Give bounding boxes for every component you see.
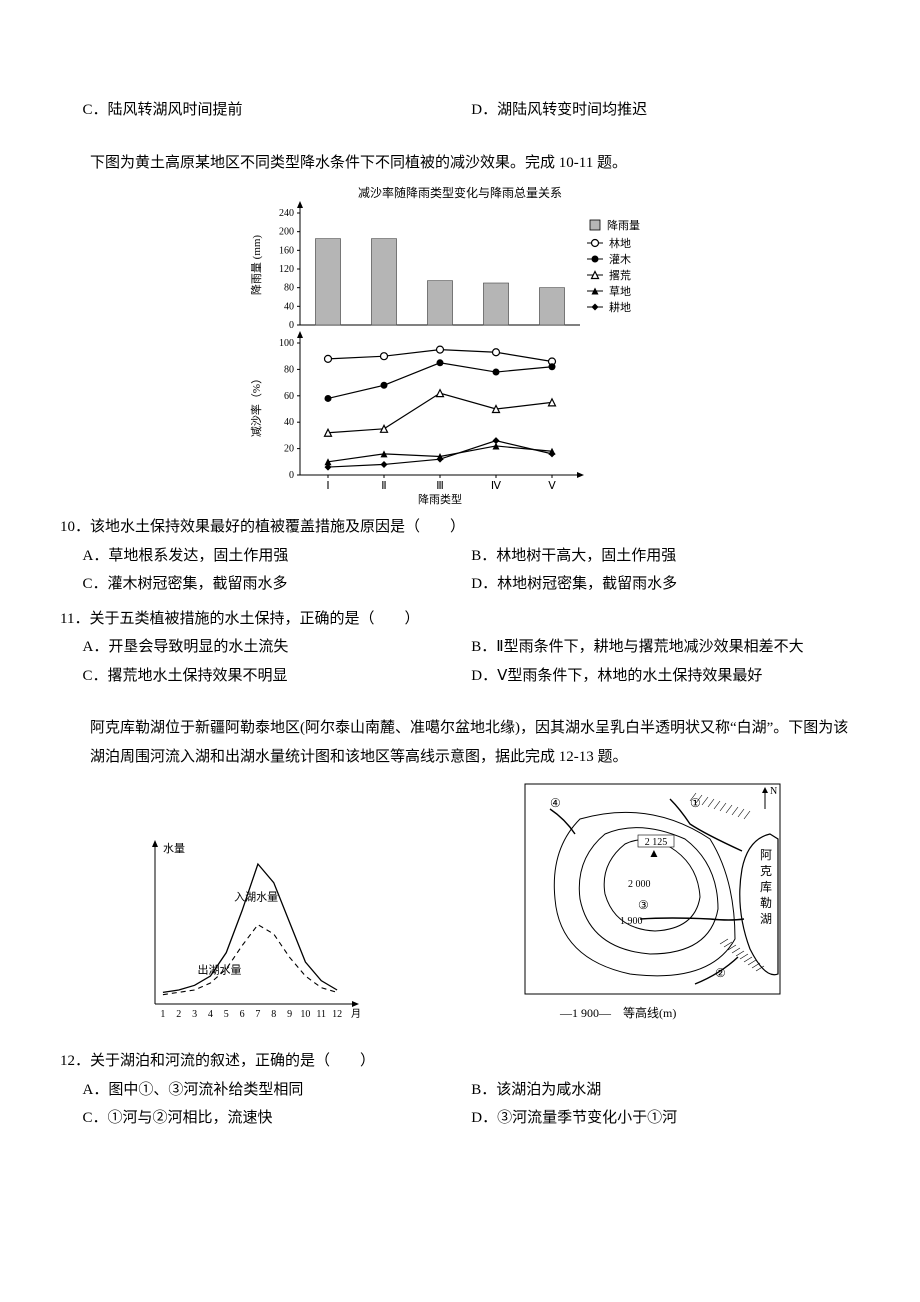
hydrograph-svg: 水量123456789101112月入湖水量出湖水量 — [120, 829, 370, 1039]
svg-text:Ⅱ: Ⅱ — [381, 480, 386, 492]
svg-text:耕地: 耕地 — [609, 300, 631, 314]
svg-text:1: 1 — [160, 1009, 165, 1020]
svg-text:7: 7 — [255, 1009, 260, 1020]
svg-text:200: 200 — [279, 227, 294, 238]
opt-c: C．陆风转湖风时间提前 — [83, 96, 472, 125]
svg-text:湖: 湖 — [760, 911, 772, 926]
svg-text:2: 2 — [176, 1009, 181, 1020]
svg-text:降雨量 (mm): 降雨量 (mm) — [249, 235, 263, 296]
svg-text:▲: ▲ — [648, 846, 660, 860]
svg-text:Ⅴ: Ⅴ — [548, 480, 556, 492]
q11-b: B．Ⅱ型雨条件下，耕地与撂荒地减沙效果相差不大 — [471, 633, 860, 662]
svg-text:③: ③ — [638, 898, 649, 912]
svg-text:Ⅳ: Ⅳ — [491, 480, 502, 492]
topo-map-svg: N 阿克库勒湖 ▲2 125 2 000 1 900 ① ② ③ ④ —1 900— 等高线(m) — [520, 779, 800, 1039]
svg-text:林地: 林地 — [609, 236, 631, 250]
svg-text:—1 900— 等高线(m): —1 900— 等高线(m) — [559, 1005, 676, 1020]
svg-text:减沙率随降雨类型变化与降雨总量关系: 减沙率随降雨类型变化与降雨总量关系 — [358, 185, 562, 200]
svg-text:降雨类型: 降雨类型 — [418, 492, 462, 505]
opt-d: D．湖陆风转变时间均推迟 — [471, 96, 860, 125]
q12-stem: 12．关于湖泊和河流的叙述，正确的是（ ） — [60, 1047, 860, 1076]
svg-text:12: 12 — [332, 1009, 342, 1020]
q10-c: C．灌木树冠密集，截留雨水多 — [83, 570, 472, 599]
svg-text:②: ② — [715, 966, 726, 980]
svg-text:2 125: 2 125 — [645, 837, 668, 848]
q11-c: C．撂荒地水土保持效果不明显 — [83, 662, 472, 691]
svg-text:240: 240 — [279, 208, 294, 219]
svg-text:100: 100 — [279, 338, 294, 349]
svg-text:3: 3 — [192, 1009, 197, 1020]
svg-text:160: 160 — [279, 245, 294, 256]
svg-text:80: 80 — [284, 283, 294, 294]
svg-text:40: 40 — [284, 417, 294, 428]
svg-text:入湖水量: 入湖水量 — [234, 891, 278, 904]
prev-q-options: C．陆风转湖风时间提前 D．湖陆风转变时间均推迟 — [60, 96, 860, 125]
q12-a: A．图中①、③河流补给类型相同 — [83, 1076, 472, 1105]
svg-text:60: 60 — [284, 391, 294, 402]
passage1-intro: 下图为黄土高原某地区不同类型降水条件下不同植被的减沙效果。完成 10-11 题。 — [60, 149, 860, 178]
svg-text:草地: 草地 — [609, 285, 631, 298]
svg-text:阿: 阿 — [760, 848, 772, 862]
q10-options: A．草地根系发达，固土作用强 B．林地树干高大，固土作用强 C．灌木树冠密集，截… — [60, 542, 860, 599]
svg-text:①: ① — [690, 796, 701, 810]
svg-text:0: 0 — [289, 470, 294, 481]
svg-text:灌木: 灌木 — [609, 253, 631, 266]
svg-text:月: 月 — [351, 1008, 361, 1020]
svg-text:80: 80 — [284, 364, 294, 375]
svg-text:出湖水量: 出湖水量 — [198, 963, 242, 977]
q12-d: D．③河流量季节变化小于①河 — [471, 1104, 860, 1133]
q12-c: C．①河与②河相比，流速快 — [83, 1104, 472, 1133]
svg-text:8: 8 — [271, 1009, 276, 1020]
q10-d: D．林地树冠密集，截留雨水多 — [471, 570, 860, 599]
svg-text:0: 0 — [289, 320, 294, 331]
q11-options: A．开垦会导致明显的水土流失 B．Ⅱ型雨条件下，耕地与撂荒地减沙效果相差不大 C… — [60, 633, 860, 690]
svg-text:120: 120 — [279, 264, 294, 275]
svg-text:水量: 水量 — [163, 842, 185, 855]
svg-text:降雨量: 降雨量 — [607, 218, 640, 232]
svg-text:11: 11 — [316, 1009, 326, 1020]
q12-options: A．图中①、③河流补给类型相同 B．该湖泊为咸水湖 C．①河与②河相比，流速快 … — [60, 1076, 860, 1133]
svg-text:减沙率（%）: 减沙率（%） — [249, 373, 263, 437]
q12-b: B．该湖泊为咸水湖 — [471, 1076, 860, 1105]
q11-a: A．开垦会导致明显的水土流失 — [83, 633, 472, 662]
q10-a: A．草地根系发达，固土作用强 — [83, 542, 472, 571]
svg-text:1 900: 1 900 — [620, 916, 643, 927]
svg-text:④: ④ — [550, 796, 561, 810]
svg-text:40: 40 — [284, 301, 294, 312]
svg-text:9: 9 — [287, 1009, 292, 1020]
svg-text:2 000: 2 000 — [628, 879, 651, 890]
svg-text:6: 6 — [240, 1009, 245, 1020]
svg-text:20: 20 — [284, 444, 294, 455]
svg-text:库: 库 — [760, 879, 772, 894]
passage2-intro: 阿克库勒湖位于新疆阿勒泰地区(阿尔泰山南麓、准噶尔盆地北缘)，因其湖水呈乳白半透… — [60, 714, 860, 771]
svg-text:Ⅰ: Ⅰ — [326, 480, 329, 492]
passage2-figures: 水量123456789101112月入湖水量出湖水量 N阿克库勒湖▲2 1252… — [60, 779, 860, 1039]
svg-text:N: N — [770, 786, 777, 797]
q11-d: D．Ⅴ型雨条件下，林地的水土保持效果最好 — [471, 662, 860, 691]
chart1-svg: 减沙率随降雨类型变化与降雨总量关系04080120160200240降雨量 (m… — [240, 185, 680, 505]
svg-text:5: 5 — [224, 1009, 229, 1020]
svg-text:4: 4 — [208, 1009, 213, 1020]
q11-stem: 11．关于五类植被措施的水土保持，正确的是（ ） — [60, 605, 860, 634]
svg-text:勒: 勒 — [760, 896, 772, 910]
svg-text:Ⅲ: Ⅲ — [436, 480, 444, 492]
svg-text:10: 10 — [300, 1009, 310, 1020]
q10-b: B．林地树干高大，固土作用强 — [471, 542, 860, 571]
svg-text:克: 克 — [760, 864, 772, 878]
passage1-chart: 减沙率随降雨类型变化与降雨总量关系04080120160200240降雨量 (m… — [60, 185, 860, 505]
svg-text:撂荒: 撂荒 — [609, 268, 631, 282]
q10-stem: 10．该地水土保持效果最好的植被覆盖措施及原因是（ ） — [60, 513, 860, 542]
